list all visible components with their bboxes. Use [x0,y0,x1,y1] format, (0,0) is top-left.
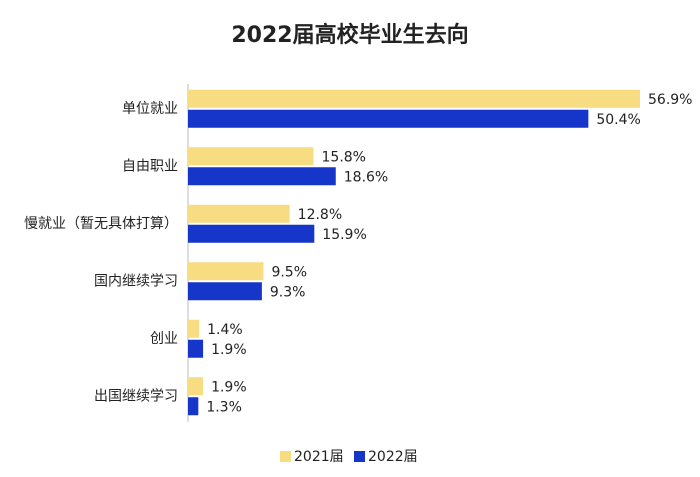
category-label: 出国继续学习 [94,387,178,404]
value-label: 9.3% [270,284,306,300]
legend-label: 2021届 [294,449,344,465]
bar [188,262,264,281]
category-label: 慢就业（暂无具体打算） [24,215,178,232]
legend-label: 2022届 [368,449,418,465]
bar [188,204,290,223]
bar [188,282,262,301]
legend-swatch [280,451,291,462]
value-label: 15.8% [322,149,366,165]
legend-swatch [354,451,365,462]
value-label: 56.9% [648,92,692,108]
bar [188,147,314,166]
value-label: 1.4% [207,322,243,338]
value-label: 12.8% [298,207,342,223]
bar [188,224,315,243]
value-label: 50.4% [596,112,640,128]
bar [188,339,204,358]
value-label: 1.3% [206,399,242,415]
bar [188,109,589,128]
chart-title: 2022届高校毕业生去向 [231,22,468,48]
bar [188,377,204,396]
value-label: 1.9% [211,342,247,358]
category-label: 单位就业 [122,101,178,117]
value-label: 1.9% [211,379,247,395]
category-label: 自由职业 [122,158,178,174]
category-label: 创业 [150,331,178,347]
bar [188,167,336,186]
value-label: 9.5% [271,264,307,280]
value-label: 18.6% [344,169,388,185]
bar [188,319,200,338]
category-label: 国内继续学习 [94,272,178,289]
value-label: 15.9% [322,227,366,243]
bar [188,397,199,416]
bar [188,89,640,108]
